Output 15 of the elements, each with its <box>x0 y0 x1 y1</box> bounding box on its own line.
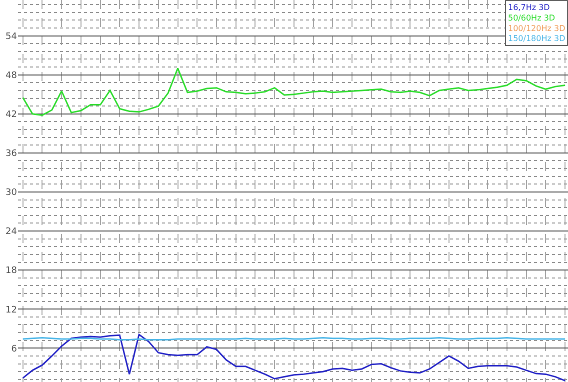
y-tick-label: 36 <box>6 149 18 160</box>
y-tick-label: 54 <box>6 32 18 42</box>
line-series <box>22 334 566 382</box>
y-tick-label: 42 <box>6 110 17 120</box>
text: 50/60Hz 3D <box>508 13 556 22</box>
y-tick-label: 6 <box>11 344 18 354</box>
y-tick-label: 12 <box>6 305 17 316</box>
y-tick-label: 24 <box>6 227 18 238</box>
text: 16,7Hz 3D <box>508 3 550 12</box>
y-tick-label: 48 <box>6 70 18 81</box>
y-tick-label: 18 <box>6 266 18 276</box>
y-tick-label: 30 <box>6 188 18 198</box>
text: 150/180Hz 3D <box>508 34 566 44</box>
legend-label: 100/120Hz 3D <box>508 24 566 33</box>
line-series <box>22 68 566 116</box>
